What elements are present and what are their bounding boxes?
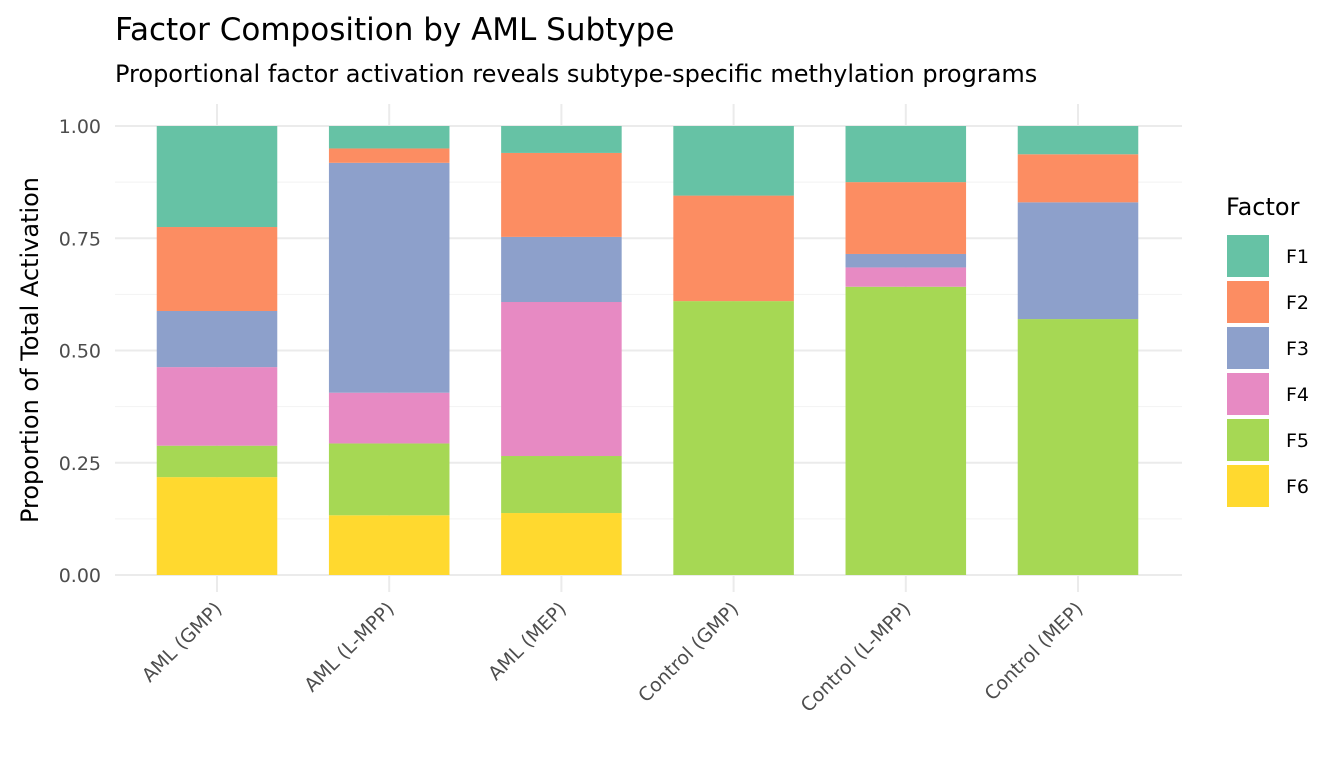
legend: F1 F2 F3 F4 F5 F6 <box>1227 235 1309 507</box>
bar-segment-f3 <box>845 253 967 268</box>
x-tick-label: Control (MEP) <box>980 598 1087 705</box>
bar-segment-f1 <box>673 126 794 196</box>
bar-segment-f1 <box>156 126 278 228</box>
legend-label: F6 <box>1286 476 1309 498</box>
bar-segment-f5 <box>673 301 794 575</box>
x-tick-label: Control (GMP) <box>634 598 743 707</box>
legend-label: F1 <box>1286 246 1309 268</box>
bar-segment-f5 <box>1017 319 1139 575</box>
bar-segment-f4 <box>501 302 622 457</box>
x-tick-label: AML (GMP) <box>138 598 227 687</box>
bar-segment-f1 <box>845 126 967 183</box>
legend-key-f5 <box>1227 419 1269 461</box>
y-tick-label: 1.00 <box>59 116 101 138</box>
bar-segment-f2 <box>845 182 967 254</box>
bar-segment-f5 <box>501 456 622 514</box>
legend-key-f2 <box>1227 281 1269 323</box>
bar-segment-f5 <box>845 286 967 575</box>
bar-segment-f6 <box>328 515 450 575</box>
y-axis-ticks: 0.00 0.25 0.50 0.75 1.00 <box>59 116 101 587</box>
x-tick-label: AML (MEP) <box>484 598 571 685</box>
bar-segment-f4 <box>156 367 278 446</box>
bar-segment-f2 <box>501 152 622 237</box>
x-tick-label: AML (L-MPP) <box>300 598 398 696</box>
legend-label: F4 <box>1286 384 1309 406</box>
bar-segment-f1 <box>328 126 450 149</box>
bar-segment-f2 <box>673 195 794 302</box>
legend-title: Factor <box>1226 193 1300 221</box>
y-axis-label: Proportion of Total Activation <box>16 177 44 523</box>
y-tick-label: 0.50 <box>59 341 101 363</box>
bar-segment-f2 <box>156 227 278 311</box>
y-tick-label: 0.00 <box>59 565 101 587</box>
legend-label: F5 <box>1286 430 1309 452</box>
x-axis-ticks: AML (GMP) AML (L-MPP) AML (MEP) Control (GM… <box>138 598 1088 717</box>
y-tick-label: 0.25 <box>59 453 101 475</box>
bar-segment-f2 <box>1017 154 1139 203</box>
bars <box>156 126 1139 575</box>
bar-segment-f3 <box>1017 202 1139 320</box>
x-tick-label: Control (L-MPP) <box>797 598 916 717</box>
chart-title: Factor Composition by AML Subtype <box>115 12 674 48</box>
chart-subtitle: Proportional factor activation reveals s… <box>115 60 1037 88</box>
bar-segment-f6 <box>501 513 622 575</box>
bar-segment-f1 <box>1017 126 1139 155</box>
bar-segment-f3 <box>328 162 450 393</box>
legend-key-f6 <box>1227 465 1269 507</box>
bar-segment-f1 <box>501 126 622 153</box>
legend-key-f4 <box>1227 373 1269 415</box>
bar-segment-f2 <box>328 148 450 163</box>
legend-key-f3 <box>1227 327 1269 369</box>
legend-label: F3 <box>1286 338 1309 360</box>
legend-key-f1 <box>1227 235 1269 277</box>
y-tick-label: 0.75 <box>59 228 101 250</box>
legend-label: F2 <box>1286 292 1309 314</box>
bar-segment-f4 <box>845 267 967 287</box>
bar-segment-f3 <box>501 236 622 303</box>
bar-segment-f5 <box>328 443 450 516</box>
bar-segment-f5 <box>156 445 278 478</box>
bar-segment-f6 <box>156 477 278 575</box>
bar-segment-f3 <box>156 310 278 368</box>
bar-segment-f4 <box>328 392 450 444</box>
